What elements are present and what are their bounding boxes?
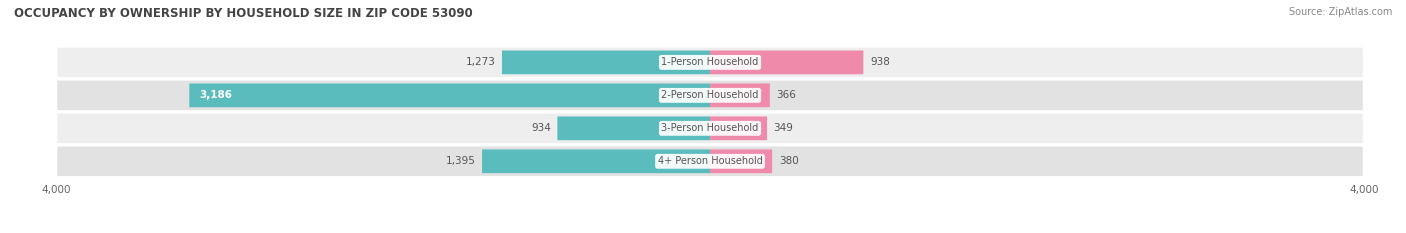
FancyBboxPatch shape (190, 83, 710, 107)
Text: 934: 934 (531, 123, 551, 133)
FancyBboxPatch shape (502, 51, 710, 74)
FancyBboxPatch shape (56, 145, 1364, 177)
FancyBboxPatch shape (482, 149, 710, 173)
Text: 1,395: 1,395 (446, 156, 475, 166)
Text: 4+ Person Household: 4+ Person Household (658, 156, 762, 166)
Text: Source: ZipAtlas.com: Source: ZipAtlas.com (1288, 7, 1392, 17)
FancyBboxPatch shape (557, 116, 710, 140)
Text: 3-Person Household: 3-Person Household (661, 123, 759, 133)
FancyBboxPatch shape (710, 149, 772, 173)
Legend: Owner-occupied, Renter-occupied: Owner-occupied, Renter-occupied (603, 231, 817, 233)
FancyBboxPatch shape (710, 83, 770, 107)
Text: 938: 938 (870, 57, 890, 67)
FancyBboxPatch shape (710, 51, 863, 74)
Text: 3,186: 3,186 (200, 90, 232, 100)
Text: 366: 366 (776, 90, 796, 100)
FancyBboxPatch shape (56, 47, 1364, 78)
FancyBboxPatch shape (710, 116, 768, 140)
Text: 1,273: 1,273 (465, 57, 495, 67)
Text: 349: 349 (773, 123, 793, 133)
Text: 1-Person Household: 1-Person Household (661, 57, 759, 67)
Text: OCCUPANCY BY OWNERSHIP BY HOUSEHOLD SIZE IN ZIP CODE 53090: OCCUPANCY BY OWNERSHIP BY HOUSEHOLD SIZE… (14, 7, 472, 20)
FancyBboxPatch shape (56, 79, 1364, 111)
Text: 380: 380 (779, 156, 799, 166)
Text: 2-Person Household: 2-Person Household (661, 90, 759, 100)
FancyBboxPatch shape (56, 113, 1364, 144)
